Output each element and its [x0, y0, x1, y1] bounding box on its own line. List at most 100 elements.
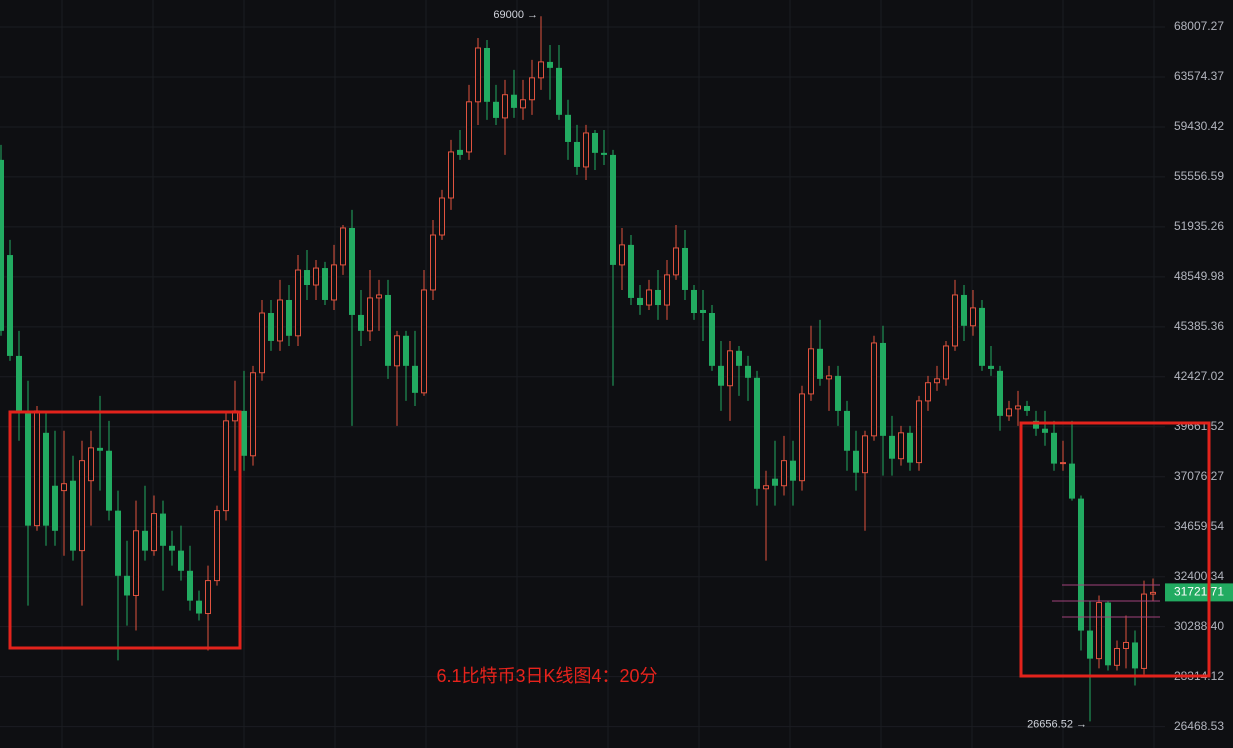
candle-body — [826, 375, 832, 380]
candle-body — [52, 485, 58, 531]
candle-body — [511, 94, 517, 108]
y-tick-label: 59430.42 — [1174, 119, 1224, 133]
candle-body — [655, 289, 661, 306]
candle-body — [268, 313, 274, 341]
y-tick-label: 37076.27 — [1174, 469, 1224, 483]
candle-body — [1042, 428, 1048, 433]
y-tick-label: 34659.54 — [1174, 519, 1224, 533]
low-annotation: 26656.52 → — [1027, 718, 1087, 730]
candle-body — [394, 335, 400, 367]
candle-body — [196, 600, 202, 614]
candle-body — [520, 99, 526, 109]
candle-body — [1141, 593, 1147, 669]
candle-body — [79, 460, 85, 552]
candle-body — [637, 297, 643, 306]
candle-body — [1123, 641, 1129, 649]
y-tick-label: 63574.37 — [1174, 69, 1224, 83]
y-tick-label: 51935.26 — [1174, 219, 1224, 233]
candle-body — [889, 435, 895, 459]
grid — [0, 0, 1165, 748]
candle-body — [538, 61, 544, 79]
candle-body — [493, 101, 499, 118]
candle-body — [799, 393, 805, 482]
y-tick-label: 32400.34 — [1174, 569, 1224, 583]
candle-body — [313, 267, 319, 286]
candle-body — [223, 420, 229, 512]
caption: 6.1比特币3日K线图4：20分 — [436, 666, 657, 686]
candle-body — [1078, 498, 1084, 631]
candle-body — [1015, 405, 1021, 410]
candle-body — [376, 294, 382, 299]
candle-body — [43, 432, 49, 526]
y-tick-label: 30288.40 — [1174, 619, 1224, 633]
candle-body — [691, 289, 697, 314]
candle-body — [151, 513, 157, 552]
candle-body — [529, 77, 535, 101]
price-axis: 68007.27 63574.37 59430.42 55556.59 51935.26… — [1165, 0, 1233, 748]
candle-body — [214, 510, 220, 582]
candle-body — [295, 269, 301, 337]
candle-body — [403, 335, 409, 366]
candle-body — [1105, 602, 1111, 666]
candle-body — [7, 255, 13, 356]
candle-body — [988, 365, 994, 369]
candle-body — [556, 67, 562, 115]
highlight-box — [1019, 421, 1211, 678]
candle-body — [583, 132, 589, 168]
candle-body — [34, 410, 40, 527]
candle-body — [466, 101, 472, 153]
candle-body — [781, 460, 787, 487]
candle-body — [844, 410, 850, 451]
candle-body — [718, 365, 724, 386]
candle-body — [970, 307, 976, 327]
y-tick-label: 48549.98 — [1174, 269, 1224, 283]
candle-body — [808, 348, 814, 395]
y-tick-label: 26468.53 — [1174, 719, 1224, 733]
candle-body — [871, 342, 877, 437]
candle-body — [592, 132, 598, 153]
candle-body — [259, 312, 265, 374]
candle-body — [682, 247, 688, 290]
candle-body — [673, 247, 679, 276]
candle-body — [925, 382, 931, 402]
candle-body — [745, 365, 751, 378]
candle-body — [790, 460, 796, 481]
candle-body — [97, 447, 103, 451]
candle-body — [70, 480, 76, 551]
candle-body — [349, 227, 355, 315]
candle-body — [709, 313, 715, 366]
candles: 69000 → 26656.52 → — [0, 9, 1156, 730]
candle-body — [1087, 630, 1093, 659]
candle-body — [1006, 408, 1012, 417]
candle-body — [322, 268, 328, 300]
candle-body — [1096, 602, 1102, 660]
candle-body — [763, 485, 769, 490]
candle-body — [61, 483, 67, 492]
candle-body — [772, 478, 778, 486]
axis-panel — [1165, 0, 1233, 748]
candle-body — [610, 154, 616, 265]
candle-body — [412, 365, 418, 393]
candle-body — [187, 570, 193, 601]
candle-body — [862, 435, 868, 474]
candle-body — [124, 575, 130, 596]
y-tick-label: 55556.59 — [1174, 169, 1224, 183]
candle-body — [169, 545, 175, 551]
candle-body — [574, 141, 580, 167]
candle-body — [880, 342, 886, 436]
candle-body — [25, 410, 31, 526]
candle-body — [727, 350, 733, 387]
candle-body — [979, 307, 985, 366]
candle-body — [115, 510, 121, 576]
candle-body — [304, 270, 310, 286]
candle-body — [664, 274, 670, 306]
y-tick-label: 68007.27 — [1174, 19, 1224, 33]
y-tick-label: 42427.02 — [1174, 369, 1224, 383]
candle-body — [448, 151, 454, 199]
candle-body — [484, 47, 490, 102]
candle-body — [835, 375, 841, 411]
candle-body — [907, 432, 913, 463]
candle-body — [439, 197, 445, 236]
